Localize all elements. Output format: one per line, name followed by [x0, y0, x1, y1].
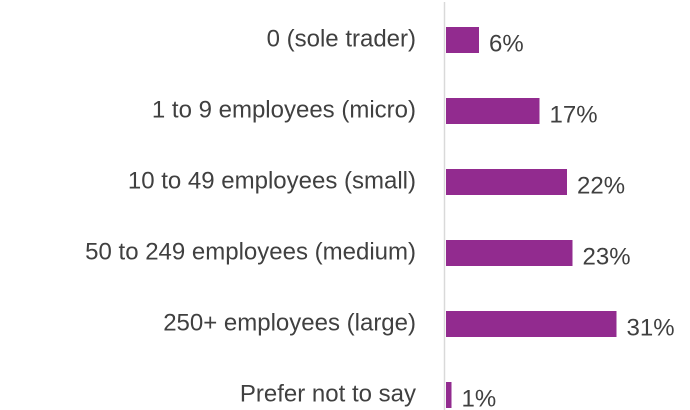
bar: [446, 98, 540, 124]
category-label: 50 to 249 employees (medium): [85, 238, 416, 265]
category-label: 0 (sole trader): [267, 25, 416, 52]
bar: [446, 27, 479, 53]
bar: [446, 169, 567, 195]
data-label: 6%: [489, 30, 524, 57]
bar: [446, 382, 452, 408]
data-label: 1%: [462, 385, 497, 410]
bar: [446, 311, 617, 337]
data-label: 31%: [627, 314, 675, 341]
category-label: Prefer not to say: [240, 380, 416, 407]
data-label: 17%: [550, 101, 598, 128]
category-label: 250+ employees (large): [163, 309, 416, 336]
data-label: 23%: [583, 243, 631, 270]
data-label: 22%: [577, 172, 625, 199]
category-label: 1 to 9 employees (micro): [152, 96, 416, 123]
bar: [446, 240, 573, 266]
category-label: 10 to 49 employees (small): [128, 167, 416, 194]
